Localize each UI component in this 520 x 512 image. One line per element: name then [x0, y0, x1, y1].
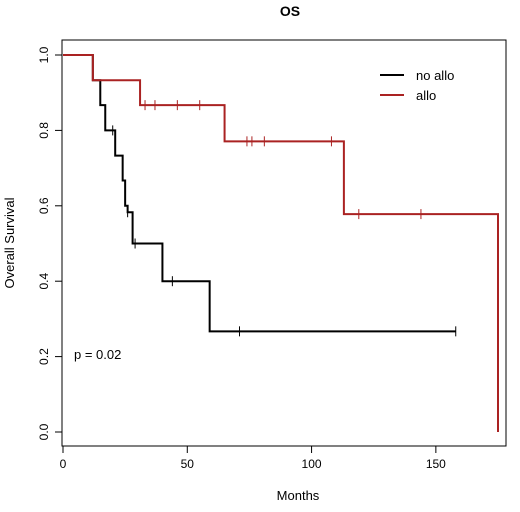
y-tick-label-0.8: 0.8 — [37, 122, 51, 139]
y-tick-label-0.2: 0.2 — [37, 348, 51, 365]
x-tick-label-100: 100 — [302, 457, 322, 471]
y-axis-title: Overall Survival — [2, 197, 17, 288]
y-tick-label-0.6: 0.6 — [37, 197, 51, 214]
legend-label-no-allo: no allo — [416, 68, 454, 83]
x-tick-label-50: 50 — [181, 457, 195, 471]
chart-title: OS — [280, 3, 300, 19]
legend-label-allo: allo — [416, 88, 436, 103]
x-axis-title: Months — [277, 488, 320, 503]
p-value-annotation: p = 0.02 — [74, 347, 121, 362]
y-tick-label-1.0: 1.0 — [37, 46, 51, 63]
y-tick-label-0.4: 0.4 — [37, 273, 51, 290]
y-tick-label-0.0: 0.0 — [37, 423, 51, 440]
axes: 0 50 100 150 0.0 0.2 0.4 0.6 0.8 1.0 — [37, 39, 507, 471]
series-line-allo — [63, 54, 499, 432]
legend: no allo allo — [380, 68, 454, 103]
series-layer — [63, 54, 499, 432]
series-line-no-allo — [63, 54, 456, 333]
x-tick-label-0: 0 — [60, 457, 67, 471]
x-tick-label-150: 150 — [426, 457, 446, 471]
plot-frame — [61, 39, 507, 447]
